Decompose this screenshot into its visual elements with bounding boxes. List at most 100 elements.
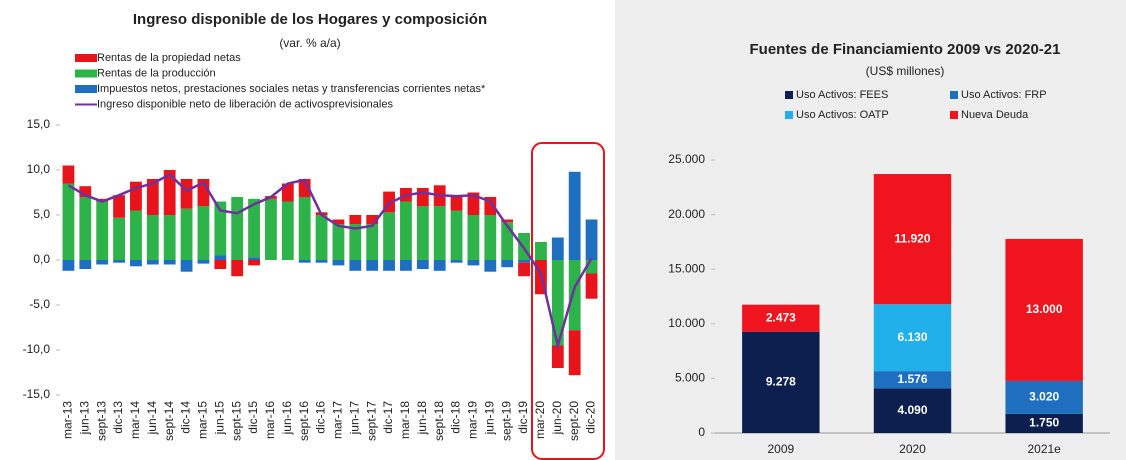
bar-segment [585,260,598,274]
y-tick-label: -10,0 [23,342,51,356]
legend-label: Uso Activos: FRP [961,89,1047,101]
bar-segment [281,183,294,202]
legend-label: Uso Activos: OATP [796,109,889,121]
bar-segment [568,171,581,260]
bar-segment [130,210,142,260]
y-tick-label: 15.000 [668,261,705,275]
bar-segment [265,198,277,260]
bar-segment [366,224,379,260]
bar-segment [180,260,193,272]
legend-label: Rentas de la propiedad netas [97,52,241,64]
legend-label: Impuestos netos, prestaciones sociales n… [97,83,486,95]
bar-segment [349,260,362,271]
x-tick-label: 2021e [1027,442,1061,456]
x-tick-label: dic-17 [381,401,395,434]
bar-segment [298,179,311,197]
legend-swatch [785,91,793,99]
y-tick-label: 10,0 [27,162,51,176]
x-tick-label: mar-16 [263,401,277,439]
bar-segment [400,260,412,271]
bar-segment [248,198,260,258]
bar-segment [568,260,581,331]
bar-segment [551,237,564,260]
bar-segment [416,260,429,269]
x-tick-label: jun-15 [212,401,226,436]
chart-subtitle: (US$ millones) [866,64,945,78]
bar-segment [332,219,345,224]
bar-segment [248,257,260,260]
x-tick-label: mar-14 [128,401,142,439]
bar-segment [113,195,125,218]
bar-segment [433,206,446,260]
data-label: 1.750 [1029,416,1059,430]
bar-segment [332,224,345,260]
x-tick-label: mar-18 [398,401,412,439]
bar-segment [484,260,497,272]
bar-segment [551,260,564,346]
bar-segment [501,219,514,223]
x-tick-label: mar-19 [466,401,480,439]
data-label: 3.020 [1029,390,1059,404]
bar-segment [146,179,159,215]
bar-segment [96,201,109,260]
y-tick-label: 5,0 [33,207,50,221]
bar-segment [146,260,159,265]
bar-segment [742,331,820,433]
x-tick-label: sept-16 [297,401,311,441]
bar-segment [383,212,395,260]
x-tick-label: jun-20 [550,401,564,436]
x-tick-label: sept-19 [499,401,513,441]
x-tick-label: mar-20 [533,401,547,439]
x-tick-label: mar-13 [61,401,75,439]
bar-segment [130,181,142,211]
data-label: 13.000 [1026,302,1063,316]
bar-segment [298,197,311,260]
line-series [67,172,593,351]
bar-segment [214,201,227,256]
x-tick-label: mar-15 [196,401,210,439]
bar-segment [873,304,952,372]
bar-segment [484,197,497,215]
bar-segment [433,260,446,271]
x-tick-label: dic-20 [584,401,598,434]
y-tick-label: 15,0 [27,117,51,131]
bar-segment [197,179,210,206]
data-label: 9.278 [766,375,796,389]
x-tick-label: dic-14 [179,401,193,434]
bar-segment [281,201,294,260]
bar-segment [79,260,92,269]
bar-segment [332,260,345,266]
bar-segment [214,260,227,269]
bar-segment [1005,413,1083,433]
legend-label: Nueva Deuda [961,109,1029,121]
x-tick-label: 2009 [767,442,794,456]
bar-segment [113,260,125,263]
highlight-box [531,142,605,460]
bar-segment [197,260,210,264]
x-tick-label: sept-17 [364,401,378,441]
x-tick-label: jun-18 [415,401,429,436]
legend-swatch [950,111,958,119]
y-tick-label: 0,0 [33,252,50,266]
legend-label: Ingreso disponible neto de liberación de… [97,98,393,110]
bar-segment [467,260,480,266]
x-tick-label: sept-18 [432,401,446,441]
bar-segment [315,260,328,263]
bar-segment [79,197,92,260]
chart-title: Ingreso disponible de los Hogares y comp… [133,11,487,28]
bar-segment [298,260,311,263]
bar-segment [551,345,564,368]
bar-segment [1005,238,1083,381]
data-label: 6.130 [897,330,927,344]
bar-segment [1005,380,1083,414]
bar-segment [163,215,176,260]
y-tick-label: -5,0 [29,297,50,311]
bar-segment [535,242,547,260]
x-tick-label: jun-14 [145,401,159,436]
x-tick-label: jun-19 [482,401,496,436]
data-label: 4.090 [897,403,927,417]
y-tick-label: 25.000 [668,152,705,166]
bar-segment [231,197,244,260]
x-tick-label: dic-13 [111,401,125,434]
